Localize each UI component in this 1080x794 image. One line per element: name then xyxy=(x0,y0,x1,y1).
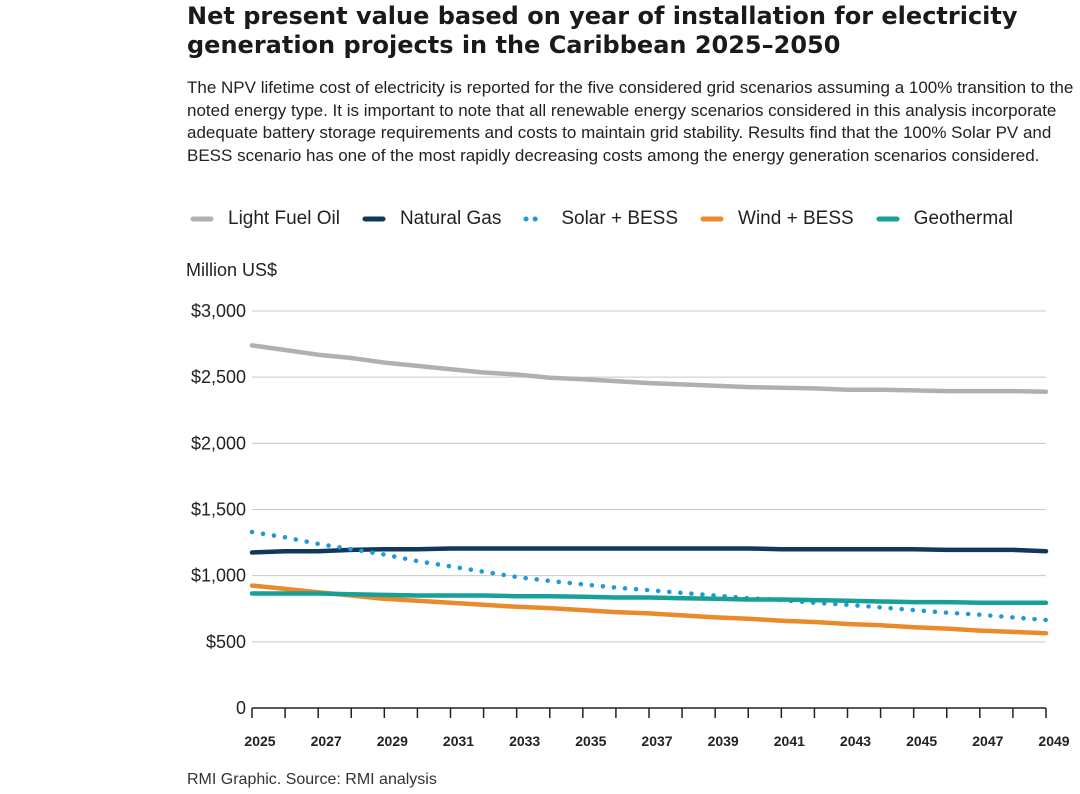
series-line-light-fuel-oil xyxy=(249,343,1049,394)
x-tick-label: 2037 xyxy=(641,733,672,749)
x-tick-label: 2039 xyxy=(708,733,739,749)
legend-swatch xyxy=(876,216,900,222)
chart-title: Net present value based on year of insta… xyxy=(187,2,1018,59)
series-line-natural-gas xyxy=(249,546,1049,555)
y-axis-ticks: 0 $500 $1,000 $1,500 $2,000 $2,500 $3,000 xyxy=(191,301,246,718)
legend-label: Wind + BESS xyxy=(738,208,854,229)
x-tick-label: 2031 xyxy=(443,733,474,749)
legend-item: Wind + BESS xyxy=(700,208,854,230)
y-tick-label: $2,500 xyxy=(191,367,246,387)
legend-swatch xyxy=(362,216,386,222)
legend-label: Geothermal xyxy=(913,208,1013,229)
source-note: RMI Graphic. Source: RMI analysis xyxy=(187,771,437,788)
x-tick-label: 2047 xyxy=(972,733,1003,749)
x-tick-label: 2027 xyxy=(311,733,342,749)
series-line-geothermal xyxy=(249,591,1049,606)
legend-label: Natural Gas xyxy=(399,208,502,229)
x-tick-label: 2033 xyxy=(509,733,540,749)
series-line-solar-bess xyxy=(249,529,1049,623)
legend-swatch xyxy=(190,216,214,222)
y-tick-label: $1,000 xyxy=(191,566,246,586)
chart-subtitle: The NPV lifetime cost of electricity is … xyxy=(187,78,1074,165)
legend-item: Natural Gas xyxy=(362,208,501,230)
x-tick-label: 2041 xyxy=(774,733,805,749)
x-tick-label: 2045 xyxy=(906,733,937,749)
legend-swatch xyxy=(700,216,724,222)
legend-label: Light Fuel Oil xyxy=(228,208,340,229)
x-tick-label: 2029 xyxy=(377,733,408,749)
x-tick-label: 2035 xyxy=(575,733,606,749)
y-tick-label: $3,000 xyxy=(191,301,246,321)
y-tick-label: $2,000 xyxy=(191,433,246,453)
y-tick-label: $1,500 xyxy=(191,500,246,520)
legend-item: Solar + BESS xyxy=(523,208,678,230)
legend-item: Light Fuel Oil xyxy=(190,208,340,230)
y-axis-label: Million US$ xyxy=(186,260,278,280)
chart-legend: Light Fuel Oil Natural Gas Solar + BESS Win… xyxy=(190,206,1035,232)
y-tick-label: 0 xyxy=(236,698,246,718)
x-axis: 2025 2027 2029 2031 2033 2035 2037 2039 2041 2043… xyxy=(244,707,1070,749)
x-tick-label: 2043 xyxy=(840,733,871,749)
x-tick-label: 2049 xyxy=(1038,733,1069,749)
y-tick-label: $500 xyxy=(206,632,246,652)
series-line-wind-bess xyxy=(249,583,1049,636)
legend-item: Geothermal xyxy=(876,208,1013,230)
legend-swatch xyxy=(523,216,547,222)
series-lines xyxy=(249,343,1049,636)
x-tick-label: 2025 xyxy=(244,733,275,749)
legend-label: Solar + BESS xyxy=(561,208,679,229)
gridlines xyxy=(252,310,1046,643)
